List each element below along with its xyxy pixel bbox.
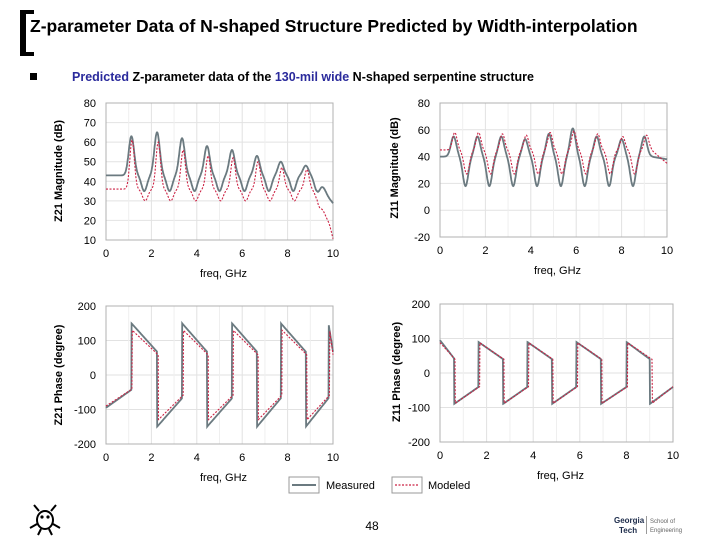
plot-frame (439, 303, 674, 443)
x-tick-label: 0 (103, 248, 109, 260)
y-tick-label: 0 (424, 368, 430, 380)
x-axis-label: freq, GHz (200, 268, 247, 280)
y-tick-label: 100 (78, 336, 96, 348)
svg-text:Engineering: Engineering (650, 528, 682, 534)
y-tick-label: -200 (408, 437, 430, 449)
georgia-tech-logo: Georgia Tech School of Engineering (614, 516, 682, 535)
z11-phase-measured-series (439, 339, 674, 406)
svg-text:Tech: Tech (619, 526, 637, 535)
y-tick-label: 60 (84, 137, 96, 149)
page-title: Z-parameter Data of N-shaped Structure P… (30, 16, 638, 36)
legend-modeled-box (391, 476, 423, 494)
legend-measured-box (288, 476, 320, 494)
z21-phase-chart: 0 2 4 6 8 10 200 100 0 -100 -200 freq, GHz Z21 Phase… (53, 301, 339, 484)
subtitle-width: 130-mil wide (274, 70, 350, 84)
x-tick-label: 2 (148, 452, 154, 464)
subtitle-predicted: Predicted (72, 70, 129, 84)
bullet-icon (30, 73, 37, 80)
x-tick-label: 6 (239, 452, 245, 464)
z11-phase-modeled-series (439, 341, 674, 405)
y-axis-label: Z11 Phase (degree) (391, 322, 403, 423)
x-axis-label: freq, GHz (200, 472, 247, 484)
x-tick-label: 6 (239, 248, 245, 260)
y-tick-label: 0 (424, 205, 430, 217)
z21-magnitude-modeled-series (106, 139, 334, 239)
y-axis-label: Z21 Phase (degree) (53, 324, 65, 425)
y-axis-label: Z11 Magnitude (dB) (389, 117, 401, 219)
subtitle: Predicted Z-parameter data of the 130-mi… (72, 70, 534, 84)
x-tick-label: 4 (528, 245, 534, 257)
y-tick-label: 20 (418, 178, 430, 190)
y-tick-label: 100 (412, 334, 430, 346)
x-tick-label: 0 (437, 450, 443, 462)
x-axis-label: freq, GHz (534, 265, 581, 277)
page-number: 48 (365, 519, 379, 533)
x-tick-label: 0 (103, 452, 109, 464)
y-tick-label: 10 (84, 235, 96, 247)
y-tick-label: 0 (90, 370, 96, 382)
y-tick-label: 80 (418, 98, 430, 110)
y-tick-label: 50 (84, 157, 96, 169)
y-tick-label: 60 (418, 125, 430, 137)
z21-phase-measured-series (105, 320, 334, 430)
title-bracket-bottom (20, 52, 34, 56)
y-tick-label: 40 (418, 152, 430, 164)
x-tick-label: 10 (327, 248, 339, 260)
x-tick-label: 6 (577, 450, 583, 462)
y-tick-label: -200 (74, 439, 96, 451)
y-tick-label: -100 (408, 403, 430, 415)
x-tick-label: 6 (573, 245, 579, 257)
svg-text:Georgia: Georgia (614, 516, 645, 525)
x-tick-label: 2 (148, 248, 154, 260)
x-tick-label: 8 (623, 450, 629, 462)
x-tick-label: 2 (484, 450, 490, 462)
x-tick-label: 0 (437, 245, 443, 257)
x-tick-label: 8 (285, 452, 291, 464)
y-tick-label: 30 (84, 196, 96, 208)
title-bracket-top (20, 10, 34, 14)
y-tick-label: 40 (84, 176, 96, 188)
mascot-icon (29, 504, 61, 536)
x-tick-label: 2 (482, 245, 488, 257)
plot-frame (105, 305, 334, 445)
x-tick-label: 4 (530, 450, 536, 462)
z21-phase-modeled-series (105, 328, 334, 422)
z11-magnitude-measured-series (440, 127, 668, 188)
svg-text:School of: School of (650, 519, 675, 525)
z11-magnitude-chart: 0 2 4 6 8 10 80 60 40 20 0 -20 freq, GHz Z11 Magnitud… (389, 98, 673, 277)
x-tick-label: 8 (619, 245, 625, 257)
x-tick-label: 8 (285, 248, 291, 260)
y-tick-label: 20 (84, 215, 96, 227)
x-tick-label: 4 (194, 248, 200, 260)
y-tick-label: 200 (78, 301, 96, 313)
plot-frame (439, 102, 668, 238)
plot-frame (105, 102, 334, 241)
subtitle-text-b: N-shaped serpentine structure (349, 70, 534, 84)
z21-magnitude-measured-series (106, 131, 334, 204)
y-axis-label: Z21 Magnitude (dB) (53, 120, 65, 222)
subtitle-text-a: Z-parameter data of the (128, 70, 275, 84)
title-bracket (20, 10, 26, 56)
legend: Measured Modeled (288, 476, 470, 494)
legend-modeled-label: Modeled (428, 480, 470, 492)
x-tick-label: 10 (667, 450, 679, 462)
legend-measured-label: Measured (326, 480, 375, 492)
y-tick-label: -100 (74, 405, 96, 417)
z21-magnitude-chart: 0 2 4 6 8 10 80 70 60 50 40 30 20 10 freq, GHz Z21 Magn… (53, 98, 339, 280)
x-tick-label: 10 (661, 245, 673, 257)
x-tick-label: 4 (194, 452, 200, 464)
y-tick-label: 200 (412, 299, 430, 311)
x-axis-label: freq, GHz (537, 470, 584, 482)
y-tick-label: 70 (84, 118, 96, 130)
z11-magnitude-modeled-series (440, 130, 668, 175)
z11-phase-chart: 0 2 4 6 8 10 200 100 0 -100 -200 freq, GHz Z11 Phase… (391, 299, 679, 482)
y-tick-label: 80 (84, 98, 96, 110)
y-tick-label: -20 (414, 232, 430, 244)
x-tick-label: 10 (327, 452, 339, 464)
